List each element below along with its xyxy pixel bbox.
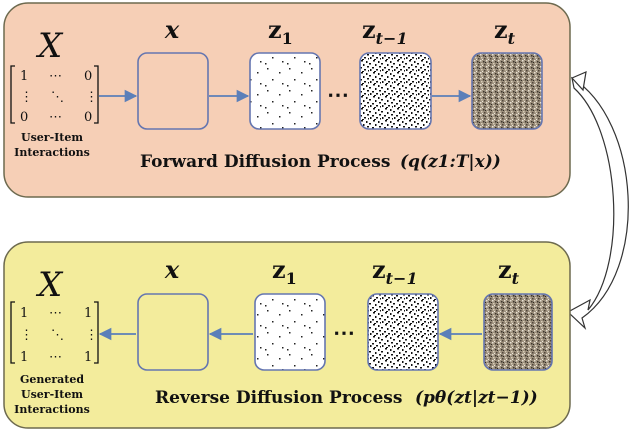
reverse-caption-line2: User-Item <box>21 388 83 401</box>
forward-title: Forward Diffusion Process <box>140 152 390 172</box>
fwd-m-r1c1: 1 <box>20 69 28 84</box>
reverse-label-z1: z1 <box>272 255 297 288</box>
forward-matrix-symbol: X <box>35 26 64 66</box>
rev-m-r1c1: 1 <box>20 306 28 321</box>
reverse-matrix: 1 ⋯ 1 ⋮ ⋱ ⋮ 1 ⋯ 1 <box>10 301 99 365</box>
fwd-m-r2c1: ⋮ <box>20 90 33 105</box>
fwd-m-r1c3: 0 <box>84 69 92 84</box>
forward-caption-line2: Interactions <box>14 146 90 159</box>
rev-m-r2c1: ⋮ <box>20 328 33 343</box>
reverse-box-zt <box>483 293 553 371</box>
reverse-box-x <box>137 293 209 371</box>
forward-label-x: x <box>164 15 180 44</box>
forward-box-zt1 <box>359 52 432 130</box>
reverse-title: Reverse Diffusion Process <box>155 388 402 408</box>
rev-m-r3c2: ⋯ <box>49 350 62 365</box>
forward-to-reverse-arrow <box>566 76 629 330</box>
fwd-m-r3c3: 0 <box>84 110 92 125</box>
forward-matrix: 1 ⋯ 0 ⋮ ⋱ ⋮ 0 ⋯ 0 <box>10 65 99 125</box>
forward-formula: (q(z1:T|x)) <box>400 152 501 172</box>
reverse-box-z1 <box>254 293 326 371</box>
fwd-m-r3c1: 0 <box>20 110 28 125</box>
rev-m-r3c3: 1 <box>84 350 92 365</box>
reverse-caption-line3: Interactions <box>14 403 90 416</box>
rev-m-r1c2: ⋯ <box>49 306 62 321</box>
reverse-formula: (pθ(zt|zt−1)) <box>415 388 538 408</box>
connector-tail <box>570 71 587 92</box>
forward-ellipsis: ⋯ <box>327 82 349 108</box>
fwd-m-r2c2: ⋱ <box>51 90 64 105</box>
reverse-matrix-symbol: X <box>35 265 64 305</box>
reverse-label-zt: zt <box>498 255 520 288</box>
reverse-label-x: x <box>164 255 180 284</box>
reverse-box-zt1 <box>367 293 439 371</box>
fwd-m-r1c2: ⋯ <box>49 69 62 84</box>
forward-label-zt1: zt−1 <box>362 15 408 48</box>
reverse-caption-line1: Generated <box>20 373 84 386</box>
forward-box-x <box>137 52 209 130</box>
reverse-label-zt1: zt−1 <box>372 255 418 288</box>
forward-box-z1 <box>249 52 321 130</box>
rev-m-r3c1: 1 <box>20 350 28 365</box>
rev-m-r2c2: ⋱ <box>51 328 64 343</box>
reverse-ellipsis: ⋯ <box>333 320 355 346</box>
forward-caption-line1: User-Item <box>21 131 83 144</box>
forward-label-z1: z1 <box>268 15 293 48</box>
fwd-m-r3c2: ⋯ <box>49 110 62 125</box>
fwd-m-r2c3: ⋮ <box>85 90 98 105</box>
rev-m-r2c3: ⋮ <box>85 328 98 343</box>
forward-box-zt <box>471 52 543 130</box>
forward-label-zt: zt <box>494 15 516 48</box>
rev-m-r1c3: 1 <box>84 306 92 321</box>
